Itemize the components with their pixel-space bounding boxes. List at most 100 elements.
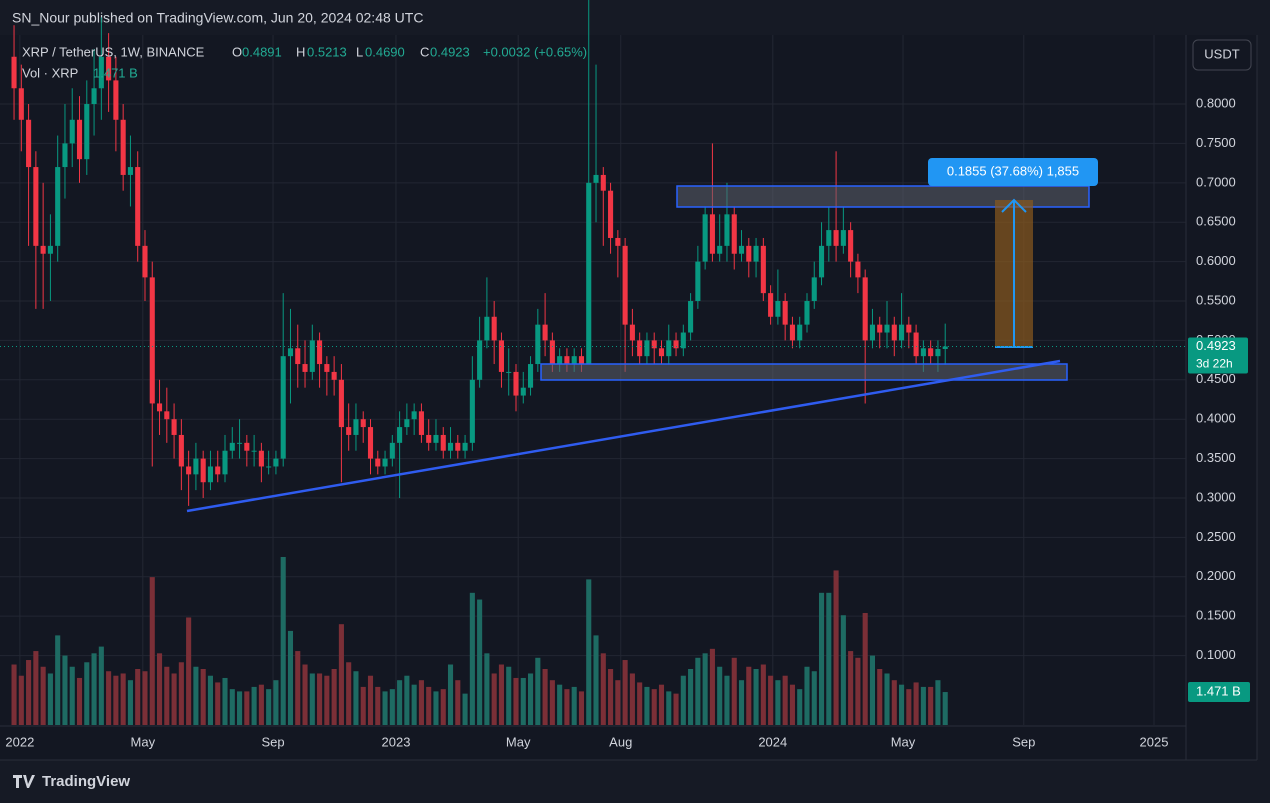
volume-bar [55,635,61,725]
candle-body [862,277,868,341]
candle-body [658,348,665,357]
currency-button-label[interactable]: USDT [1204,46,1239,61]
candle-body [258,450,264,467]
candle-body [440,434,446,451]
volume-bar [418,680,424,725]
legend-value: 0.5213 [307,44,347,59]
candle-body [484,316,490,341]
candle-body [309,340,315,372]
volume-bar [302,664,308,725]
candle-body [818,245,825,278]
volume-bar [775,680,781,725]
footer-logo: TradingView [13,773,130,790]
candle-body [280,356,286,459]
candle-body [731,214,737,254]
volume-bar [673,693,679,725]
volume-bar [855,657,861,725]
legend-key: H [296,44,305,59]
volume-bar [353,671,359,725]
volume-bar [98,646,104,725]
candle-body [382,458,388,467]
volume-bar [768,675,774,725]
price-label-box [1188,337,1248,374]
volume-bar [193,666,199,725]
volume-bar [18,675,24,725]
candle-body [69,119,75,144]
volume-bar [237,691,243,725]
volume-bar [280,556,286,725]
volume-bar [818,592,825,725]
candle-body [367,427,374,459]
volume-bar [287,630,294,725]
candle-body [695,261,701,302]
volume-bar [869,655,876,725]
candle-body [62,143,68,168]
candle-body [666,340,672,357]
y-tick-label: 0.3000 [1196,489,1236,504]
y-tick-label: 0.6500 [1196,214,1236,229]
legend-symbol: XRP / TetherUS, 1W, BINANCE [22,44,205,59]
y-tick-label: 0.7500 [1196,135,1236,150]
volume-bar [928,686,934,725]
volume-bar [200,668,206,725]
y-tick-label: 0.4500 [1196,371,1236,386]
volume-bar [113,675,119,725]
candle-body [47,245,53,254]
volume-bar [833,570,839,725]
candle-body [127,167,133,175]
volume-bar [433,691,439,725]
candle-body [106,56,112,81]
candle-body [433,434,439,443]
legend-change: +0.0032 (+0.65%) [483,44,587,59]
volume-bar [346,662,352,725]
volume-bar [455,680,461,725]
candle-body [535,324,541,365]
candle-body [426,434,432,443]
volume-bar [862,612,868,725]
volume-bar [360,686,366,725]
volume-bar [586,579,592,725]
candle-body [913,332,919,357]
currency-button[interactable] [1192,39,1252,71]
candle-body [600,174,606,191]
candle-body [40,245,46,254]
candle-body [186,466,192,475]
candle-body [586,182,592,365]
volume-bar [637,682,643,725]
candle-body [135,167,141,246]
candle-body [615,237,621,246]
candle-body [702,214,708,262]
volume-bar [215,682,221,725]
x-tick-label: 2025 [1140,734,1169,749]
candle-body [717,245,723,254]
candle-body [753,245,759,262]
candle-body [317,340,323,365]
candle-body [171,419,177,435]
y-tick-label: 0.1000 [1196,647,1236,662]
volume-bar [884,673,890,725]
candle-body [404,419,410,428]
candle-body [498,340,504,372]
volume-bar [440,689,446,725]
volume-bar [506,666,512,725]
legend-key: L [356,44,363,59]
candle-body [200,458,206,483]
x-tick-label: May [131,734,156,749]
y-tick-label: 0.8000 [1196,95,1236,110]
volume-bar [738,680,745,725]
candle-body [91,88,97,105]
candle-body [273,458,279,467]
countdown: 3d 22h [1196,357,1233,371]
volume-bar [797,689,803,725]
price-label: 0.4923 [1196,338,1236,353]
candle-body [520,387,526,396]
candle-body [455,442,461,451]
candle-body [622,245,628,325]
candle-body [811,277,817,302]
volume-bar [848,651,854,725]
volume-bar [266,689,272,725]
volume-bar [593,635,599,725]
volume-bar [40,666,46,725]
candle-body [768,293,774,317]
candle-body [251,450,257,452]
